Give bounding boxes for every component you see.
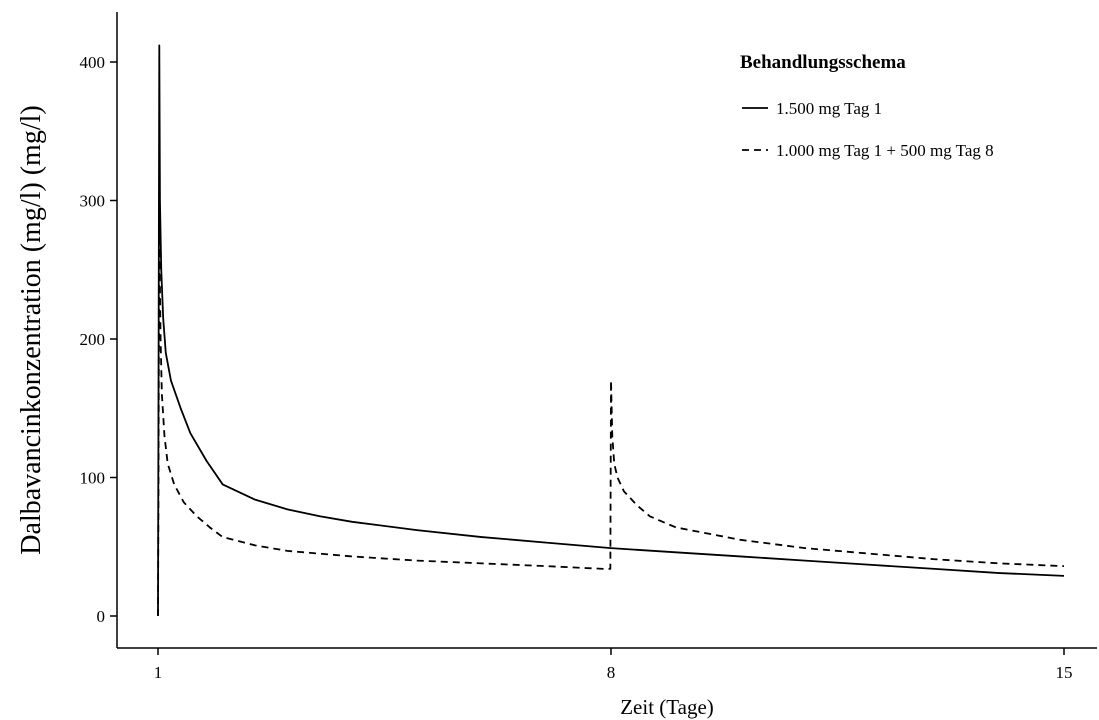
series-line-2 [157, 234, 1065, 617]
legend-title: Behandlungsschema [740, 52, 906, 73]
y-tick-label: 0 [97, 607, 106, 626]
series-line-1 [157, 44, 1065, 617]
y-tick-label: 400 [80, 53, 106, 72]
legend-label-2: 1.000 mg Tag 1 + 500 mg Tag 8 [776, 141, 994, 160]
x-tick-label: 15 [1056, 663, 1073, 682]
y-tick-label: 200 [80, 330, 106, 349]
y-tick-label: 300 [80, 192, 106, 211]
y-tick-label: 100 [80, 469, 106, 488]
x-tick-label: 1 [154, 663, 163, 682]
x-axis-title: Zeit (Tage) [620, 695, 714, 719]
x-ticks: 1 8 15 [154, 648, 1073, 682]
x-tick-label: 8 [607, 663, 616, 682]
y-ticks: 0 100 200 300 400 [80, 53, 117, 626]
legend-items: 1.500 mg Tag 1 1.000 mg Tag 1 + 500 mg Ta… [742, 99, 994, 160]
y-axis-title: Dalbavancinkonzentration (mg/l) (mg/l) [16, 105, 47, 554]
legend-label-1: 1.500 mg Tag 1 [776, 99, 882, 118]
legend: Behandlungsschema 1.500 mg Tag 1 1.000 mg… [740, 52, 994, 160]
series-group [157, 44, 1065, 617]
